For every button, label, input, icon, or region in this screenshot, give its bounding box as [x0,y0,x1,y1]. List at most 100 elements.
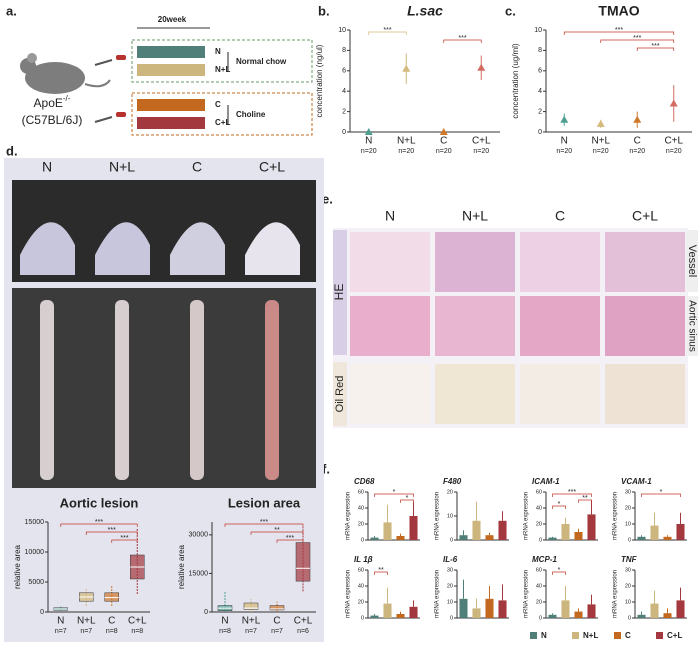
y-tick-label: 0 [361,537,364,543]
mean-marker [560,115,569,123]
y-tick-label: 20 [536,521,542,527]
pill [116,55,126,60]
y-tick-label: 10 [625,599,631,605]
box [104,592,119,602]
bar [676,524,685,540]
bar [548,614,557,618]
histology-image [350,296,430,356]
bar [650,603,659,618]
histology-image [435,364,515,424]
column-label: N [42,159,52,175]
y-tick-label: 20 [447,583,453,589]
bar [663,536,672,540]
row-tag [686,296,698,356]
histology-image [605,364,685,424]
mean-marker [477,63,486,71]
y-tick-label: 0 [204,609,208,616]
panel-label: c. [505,3,516,18]
n-label: n=20 [473,148,489,155]
group-label: N [215,47,221,56]
significance-bracket [276,539,304,543]
histology-image [605,232,685,292]
histology-images [350,232,685,424]
chart-title: TNF [621,555,638,564]
bar [574,532,583,540]
y-tick-label: 15000 [189,570,209,577]
x-tick-label: C+L [664,136,683,147]
n-label: n=6 [297,628,309,635]
n-label: n=7 [245,628,257,635]
bar [370,537,379,540]
chart-title: IL 1β [354,555,373,564]
y-tick-label: 6 [538,68,542,75]
histology-image [605,296,685,356]
n-label: n=20 [593,148,609,155]
y-tick-label: 60 [536,567,542,573]
row-label: Oil Red [334,376,346,413]
y-tick-label: 40 [536,505,542,511]
bar [485,535,494,540]
y-tick-label: 0 [361,615,364,621]
x-tick-label: C [273,616,280,627]
chart-title: Aortic lesion [60,495,139,510]
row-tag [333,230,347,355]
significance-label: *** [615,27,623,34]
y-axis-label: mRNA expression [613,570,619,618]
aorta [190,300,204,480]
chart-title: VCAM-1 [621,477,652,486]
panel-label: d. [6,143,18,158]
mouse-strain: ApoE-/- [34,94,71,110]
y-axis-label: mRNA expression [524,570,530,618]
histology-image [350,364,430,424]
significance-bracket [563,31,675,35]
section-label: Aortic sinus [686,300,697,352]
mouse-icon [27,53,37,63]
significance-bracket [641,493,681,497]
box [269,605,285,611]
significance-label: *** [651,43,659,50]
y-axis-label: concentration (ng/ul) [315,44,324,117]
significance-bracket [600,39,675,43]
significance-bracket [400,499,414,503]
column-label: N [385,208,395,224]
y-tick-label: 30 [447,567,453,573]
histology-image [435,232,515,292]
histology-image [520,232,600,292]
chart-title: MCP-1 [532,555,557,564]
legend-swatch [614,632,621,639]
pill [116,112,126,117]
y-axis-label: relative area [13,544,22,589]
bar [370,615,379,618]
mean-marker [439,128,448,135]
significance-bracket [111,539,138,543]
significance-label: ** [582,495,588,502]
group-box [131,39,313,83]
significance-label: * [660,489,663,496]
n-label: n=20 [666,148,682,155]
bar [676,600,685,618]
column-label: C [192,159,202,175]
bar [561,524,570,540]
panel-label: a. [6,3,17,18]
mean-marker [402,64,411,72]
group-label: C+L [215,118,230,127]
panel-label: f. [322,461,330,476]
y-tick-label: 40 [358,505,364,511]
chart-title: L.sac [407,3,443,19]
y-axis-label: mRNA expression [346,492,352,540]
mouse-background: (C57BL/6J) [22,113,83,127]
y-tick-label: 20 [358,521,364,527]
y-tick-label: 0 [538,129,542,136]
histology-image [520,364,600,424]
x-tick-label: N [57,616,64,627]
x-tick-label: C+L [128,616,147,627]
aorta [115,300,129,480]
bar [459,598,468,618]
y-tick-label: 6 [342,68,346,75]
bar [663,613,672,618]
x-tick-label: N [221,616,228,627]
y-tick-label: 0 [539,615,542,621]
y-tick-label: 40 [536,583,542,589]
chart-title: TMAO [598,3,639,19]
mouse-icon [25,62,85,94]
